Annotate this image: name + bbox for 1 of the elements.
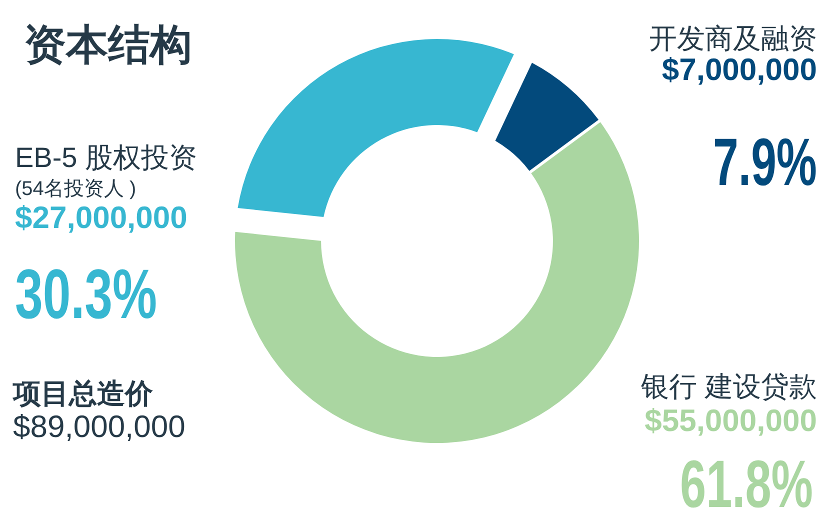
title: 资本结构 — [24, 21, 192, 68]
